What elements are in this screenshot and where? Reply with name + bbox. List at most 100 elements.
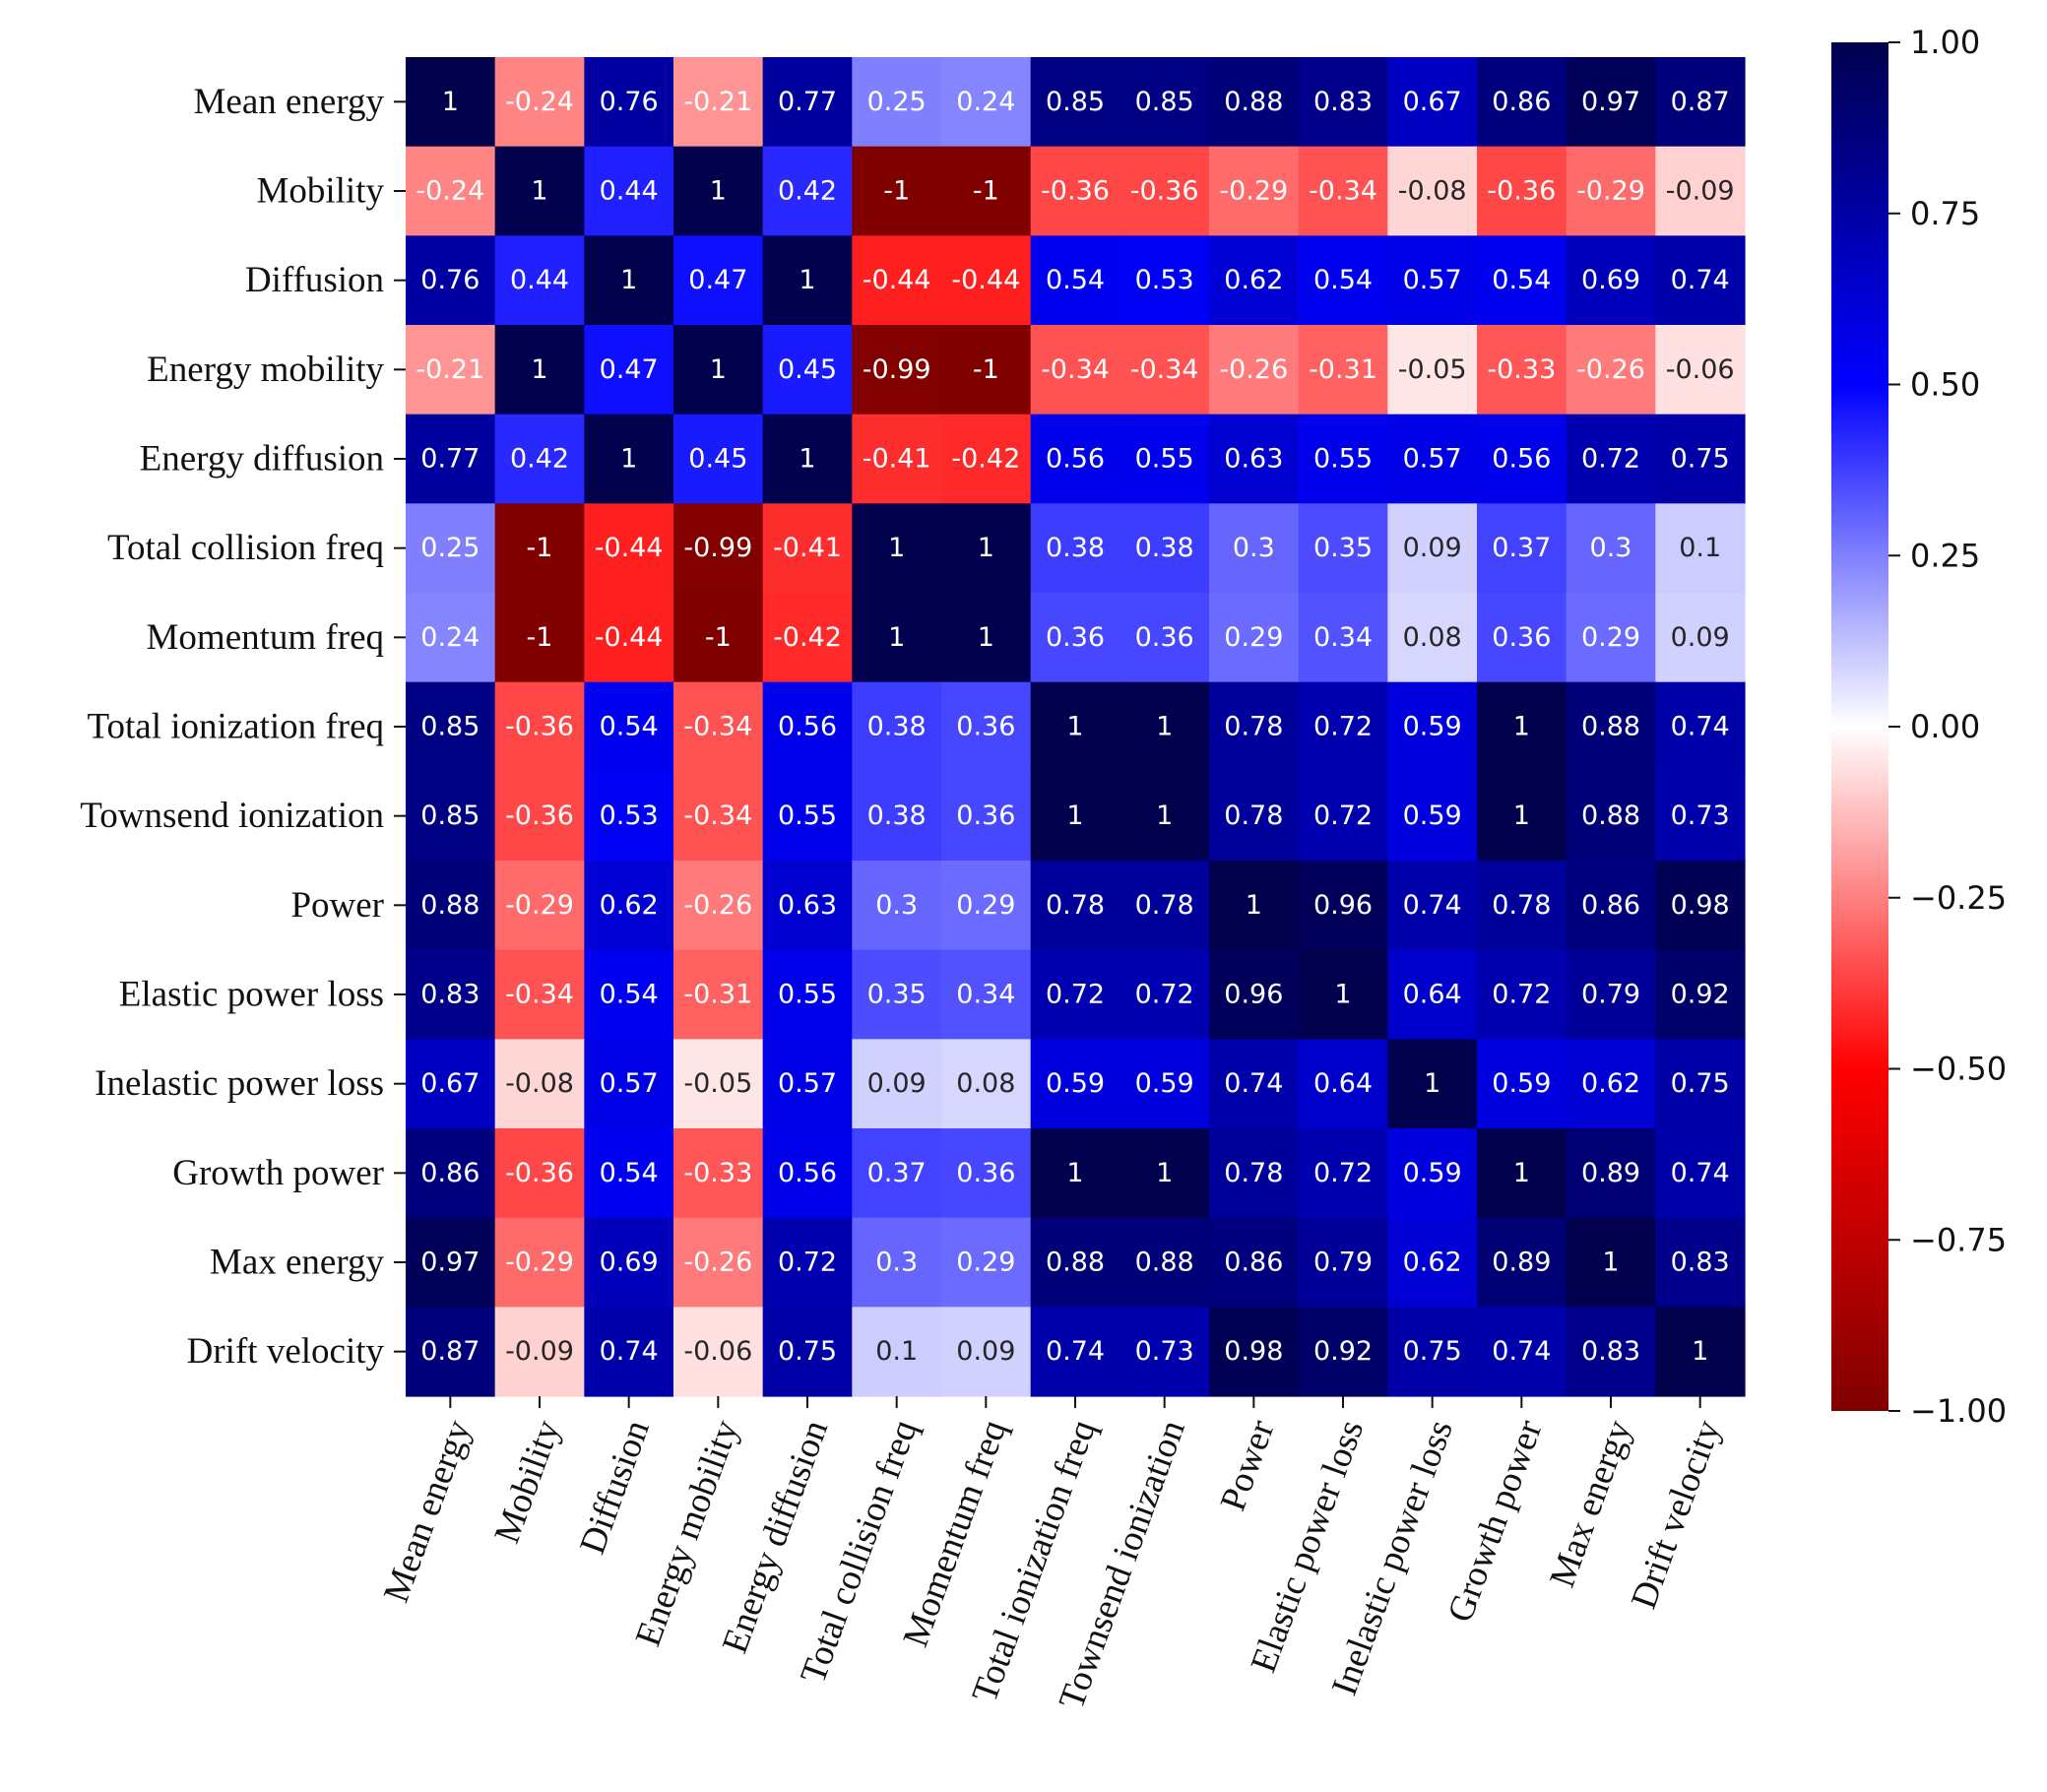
heatmap-cell bbox=[673, 146, 764, 236]
heatmap-cell-value: -0.33 bbox=[1487, 354, 1556, 385]
heatmap-cell bbox=[852, 861, 942, 951]
heatmap-cell bbox=[1119, 1307, 1210, 1397]
heatmap-cell bbox=[1119, 1217, 1210, 1308]
heatmap-cell bbox=[1655, 949, 1746, 1040]
y-axis-label: Energy diffusion bbox=[140, 439, 384, 480]
heatmap-cell-value: 0.67 bbox=[1403, 87, 1462, 117]
heatmap-cell bbox=[1477, 861, 1567, 951]
heatmap-cell-value: 1 bbox=[1156, 800, 1173, 831]
heatmap-cell bbox=[1477, 593, 1567, 683]
y-axis-label: Inelastic power loss bbox=[95, 1063, 384, 1104]
x-axis-label: Power bbox=[1213, 1415, 1283, 1516]
heatmap-cell bbox=[941, 325, 1032, 416]
heatmap-cell-value: 0.87 bbox=[420, 1336, 480, 1367]
heatmap-cell bbox=[1030, 949, 1120, 1040]
heatmap-cell bbox=[494, 146, 585, 236]
heatmap-cell bbox=[406, 861, 496, 951]
heatmap-cell-value: 0.85 bbox=[420, 800, 480, 831]
heatmap-cell-value: 1 bbox=[1513, 1158, 1530, 1188]
heatmap-cell-value: -1 bbox=[705, 622, 732, 653]
heatmap-cell-value: 0.29 bbox=[956, 1248, 1015, 1278]
heatmap-cell-value: 0.56 bbox=[778, 1158, 837, 1188]
heatmap-cell-value: 1 bbox=[710, 176, 727, 207]
heatmap-cell bbox=[406, 1128, 496, 1219]
heatmap-cell bbox=[762, 503, 853, 594]
heatmap-cell bbox=[1209, 146, 1300, 236]
heatmap-cell-value: 0.59 bbox=[1046, 1068, 1105, 1099]
colorbar-tick-label: −0.25 bbox=[1910, 879, 2007, 917]
heatmap-cell-value: 0.79 bbox=[1581, 980, 1640, 1010]
heatmap-cell-value: 0.3 bbox=[875, 1248, 918, 1278]
heatmap-cell bbox=[1119, 1128, 1210, 1219]
heatmap-cell bbox=[1209, 593, 1300, 683]
heatmap-cell bbox=[1119, 325, 1210, 416]
heatmap-cell bbox=[1298, 1217, 1388, 1308]
heatmap-cell-value: -0.36 bbox=[1041, 176, 1110, 207]
heatmap-cell bbox=[1566, 1217, 1656, 1308]
heatmap-cell-value: 0.85 bbox=[420, 712, 480, 742]
heatmap-cell-value: -1 bbox=[883, 176, 910, 207]
heatmap-cell-value: 1 bbox=[1513, 800, 1530, 831]
heatmap-cell bbox=[1387, 1217, 1478, 1308]
heatmap-cell bbox=[1119, 503, 1210, 594]
heatmap-cell bbox=[584, 949, 674, 1040]
heatmap-cell-value: 0.36 bbox=[1046, 622, 1105, 653]
heatmap-cell bbox=[1030, 593, 1120, 683]
heatmap-cell bbox=[1209, 1217, 1300, 1308]
heatmap-cell bbox=[1655, 146, 1746, 236]
heatmap-cell bbox=[1387, 593, 1478, 683]
heatmap-cell bbox=[1298, 771, 1388, 862]
heatmap-cell bbox=[1298, 57, 1388, 148]
colorbar-tick-label: 1.00 bbox=[1910, 24, 1980, 61]
heatmap-cell bbox=[1477, 949, 1567, 1040]
heatmap-cell-value: -0.09 bbox=[505, 1336, 574, 1367]
heatmap-cell bbox=[1030, 1039, 1120, 1129]
heatmap-cell bbox=[941, 593, 1032, 683]
heatmap-cell bbox=[673, 681, 764, 772]
heatmap-cell-value: 0.69 bbox=[1581, 265, 1640, 295]
heatmap-cells bbox=[406, 57, 1746, 1397]
heatmap-cell-value: 0.77 bbox=[420, 444, 480, 475]
heatmap-cell-value: 0.3 bbox=[875, 890, 918, 921]
heatmap-cell bbox=[1387, 1307, 1478, 1397]
heatmap-cell bbox=[1477, 146, 1567, 236]
heatmap-cell-value: 0.08 bbox=[956, 1068, 1015, 1099]
heatmap-cell-value: -0.29 bbox=[1576, 176, 1645, 207]
heatmap-cell bbox=[1477, 414, 1567, 504]
heatmap-cell bbox=[584, 1039, 674, 1129]
heatmap-cell bbox=[852, 235, 942, 326]
heatmap-cell bbox=[494, 771, 585, 862]
y-axis-label: Diffusion bbox=[245, 260, 384, 300]
heatmap-cell bbox=[406, 414, 496, 504]
heatmap-cell bbox=[1477, 325, 1567, 416]
heatmap-cell-value: 0.88 bbox=[1581, 712, 1640, 742]
heatmap-cell-value: -0.41 bbox=[863, 444, 931, 475]
heatmap-cell-value: 1 bbox=[1066, 800, 1083, 831]
heatmap-cell-value: 0.54 bbox=[1492, 265, 1551, 295]
heatmap-cell bbox=[762, 681, 853, 772]
heatmap-cell bbox=[1655, 1128, 1746, 1219]
heatmap-cell bbox=[673, 949, 764, 1040]
heatmap-cell-value: -0.26 bbox=[683, 890, 752, 921]
heatmap-cell bbox=[852, 57, 942, 148]
heatmap-cell-value: 0.78 bbox=[1224, 712, 1283, 742]
heatmap-cell bbox=[494, 325, 585, 416]
heatmap-cell bbox=[1298, 1039, 1388, 1129]
heatmap-cell-value: -0.09 bbox=[1666, 176, 1735, 207]
heatmap-cell-value: -0.08 bbox=[1398, 176, 1467, 207]
heatmap-cell bbox=[1030, 1217, 1120, 1308]
heatmap-cell-value: 0.09 bbox=[867, 1068, 927, 1099]
heatmap-cell bbox=[762, 1217, 853, 1308]
y-axis-label: Total collision freq bbox=[107, 528, 384, 568]
heatmap-cell-value: 0.09 bbox=[1403, 533, 1462, 563]
heatmap-cell-value: 0.36 bbox=[956, 712, 1015, 742]
heatmap-cell bbox=[762, 949, 853, 1040]
heatmap-cell-value: -1 bbox=[527, 622, 553, 653]
heatmap-cell bbox=[406, 681, 496, 772]
heatmap-cell-value: 1 bbox=[710, 354, 727, 385]
heatmap-cell bbox=[1298, 503, 1388, 594]
heatmap-cell-value: 0.89 bbox=[1581, 1158, 1640, 1188]
heatmap-cell-value: 0.38 bbox=[1135, 533, 1194, 563]
heatmap-cell bbox=[584, 414, 674, 504]
heatmap-cell bbox=[852, 949, 942, 1040]
